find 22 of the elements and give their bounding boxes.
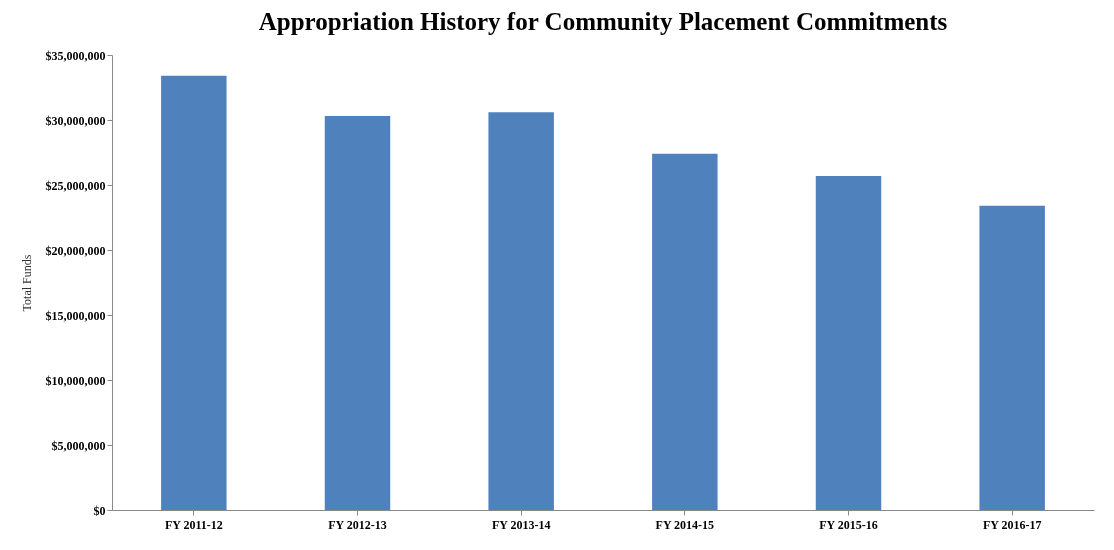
x-tick-label: FY 2015-16	[819, 517, 878, 532]
bar	[815, 175, 882, 510]
bar	[161, 75, 227, 510]
x-tick-label: FY 2016-17	[982, 517, 1042, 532]
chart-title: Appropriation History for Community Placement Commitments	[258, 8, 948, 35]
bar	[324, 116, 391, 510]
y-axis-title: Total Funds	[19, 254, 34, 312]
y-tick-label: $35,000,000	[45, 48, 106, 63]
y-tick-label: $25,000,000	[45, 178, 106, 193]
x-tick-label: FY 2011-12	[164, 517, 223, 532]
y-tick-label: $10,000,000	[45, 373, 106, 388]
y-tick-label: $20,000,000	[45, 243, 106, 258]
y-tick-label: $15,000,000	[45, 308, 106, 323]
bar	[652, 153, 718, 510]
y-tick-label: $5,000,000	[51, 438, 106, 453]
x-tick-label: FY 2012-13	[328, 517, 387, 532]
x-tick-label: FY 2013-14	[491, 517, 551, 532]
x-tick-label: FY 2014-15	[655, 517, 715, 532]
y-tick-label: $0	[93, 503, 106, 518]
bar	[979, 205, 1045, 510]
bar	[488, 112, 554, 510]
y-tick-label: $30,000,000	[45, 113, 106, 128]
